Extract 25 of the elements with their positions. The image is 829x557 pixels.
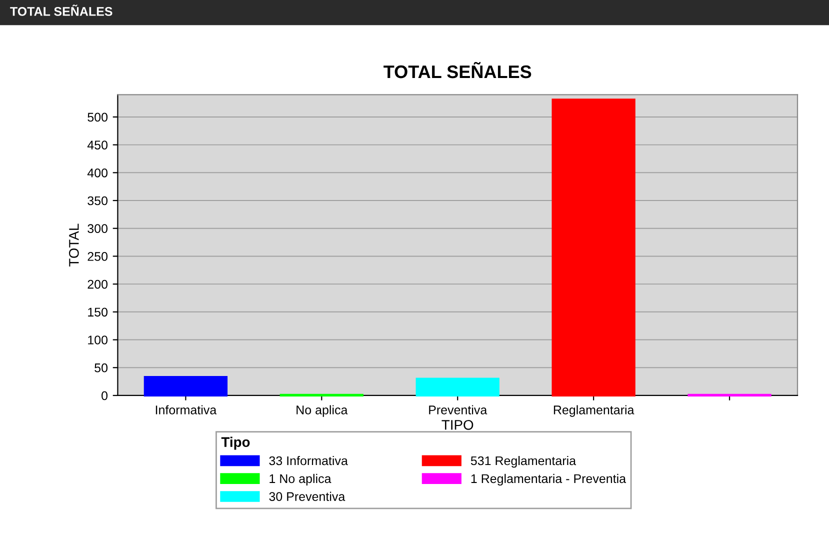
chart-title: TOTAL SEÑALES — [384, 62, 532, 78]
legend-title: Tipo — [221, 436, 250, 450]
y-tick-label: 200 — [88, 280, 108, 289]
y-tick-label: 500 — [88, 112, 108, 122]
y-axis-title: TOTAL — [69, 224, 79, 267]
y-tick-label: 150 — [88, 308, 108, 317]
legend-label: 531 Reglamentaria — [470, 456, 576, 468]
legend-label: 30 Preventiva — [269, 492, 346, 501]
x-tick-label: Preventiva — [429, 405, 488, 414]
text: TOTAL SEÑALES — [10, 4, 112, 16]
y-tick-label: 250 — [88, 252, 108, 261]
x-tick-label: Reglamentaria — [554, 405, 634, 417]
x-tick-label: Informativa — [156, 405, 217, 414]
legend-label: 1 Reglamentaria - Preventia — [471, 474, 626, 486]
y-tick-label: 100 — [88, 336, 108, 344]
y-tick-label: 300 — [88, 224, 108, 234]
x-axis-title: TIPO — [442, 420, 474, 430]
y-tick-label: 450 — [87, 140, 108, 150]
y-tick-label: 350 — [88, 196, 108, 206]
legend-label: 1 No aplica — [270, 474, 332, 486]
x-tick-label: No aplica — [296, 405, 348, 417]
y-tick-label: 50 — [94, 363, 108, 372]
legend-label: 33 Informativa — [269, 456, 348, 466]
y-tick-label: 0 — [102, 391, 108, 400]
y-tick-label: 400 — [87, 168, 108, 178]
